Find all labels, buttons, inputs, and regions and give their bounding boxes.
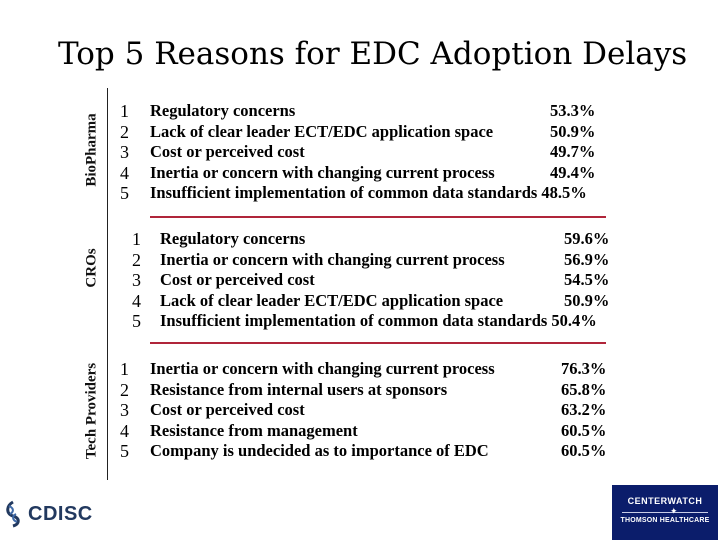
list-item: 3 Cost or perceived cost 49.7% — [118, 142, 595, 163]
rank-number: 4 — [120, 420, 129, 441]
rank-number: 1 — [120, 359, 129, 379]
rank-number: 5 — [120, 441, 129, 461]
cdisc-logo: CDISC — [2, 500, 93, 528]
rank-number: 2 — [120, 121, 129, 142]
rank-number: 1 — [120, 101, 129, 121]
reason-text: Cost or perceived cost — [150, 142, 305, 161]
rank-number: 4 — [132, 290, 141, 311]
cdisc-wordmark: CDISC — [28, 502, 93, 525]
section-label-text: CROs — [83, 248, 100, 288]
list-item: 2 Inertia or concern with changing curre… — [118, 250, 609, 271]
reason-text: Cost or perceived cost — [150, 400, 305, 419]
reason-percent: 65.8% — [561, 379, 607, 399]
reason-text: Regulatory concerns — [160, 229, 306, 248]
reason-percent: 76.3% — [561, 359, 607, 378]
rank-number: 3 — [120, 142, 129, 162]
rank-number: 5 — [120, 183, 129, 203]
rank-number: 5 — [132, 311, 141, 331]
rank-number: 2 — [132, 249, 141, 270]
list-item: 1 Regulatory concerns 53.3% — [118, 101, 595, 122]
reason-text: Resistance from management — [150, 420, 358, 440]
reason-text: Insufficient implementation of common da… — [150, 183, 538, 202]
reason-percent: 60.5% — [561, 420, 607, 440]
list-item: 3 Cost or perceived cost 54.5% — [118, 270, 609, 291]
reason-percent: 56.9% — [564, 249, 610, 269]
section-divider — [150, 342, 606, 344]
list-item: 1 Inertia or concern with changing curre… — [118, 359, 606, 380]
rank-number: 2 — [120, 379, 129, 400]
reason-percent: 50.9% — [550, 121, 596, 141]
reason-percent: 54.5% — [564, 270, 610, 289]
reasons-list-cros: 1 Regulatory concerns 59.6% 2 Inertia or… — [118, 229, 609, 332]
list-item: 5 Company is undecided as to importance … — [118, 441, 606, 462]
reason-percent: 50.9% — [564, 290, 610, 310]
reasons-list-biopharma: 1 Regulatory concerns 53.3% 2 Lack of cl… — [118, 101, 595, 204]
rank-number: 1 — [132, 229, 141, 249]
section-label-text: Tech Providers — [83, 362, 100, 460]
list-item: 3 Cost or perceived cost 63.2% — [118, 400, 606, 421]
star-icon: ✦ — [670, 506, 678, 516]
reason-percent: 49.7% — [550, 142, 596, 161]
reason-percent: 63.2% — [561, 400, 607, 419]
section-label-text: BioPharma — [83, 113, 100, 187]
list-item: 4 Lack of clear leader ECT/EDC applicati… — [118, 291, 609, 312]
reason-text: Resistance from internal users at sponso… — [150, 379, 448, 399]
list-item: 4 Inertia or concern with changing curre… — [118, 163, 595, 184]
reason-text: Lack of clear leader ECT/EDC application… — [160, 290, 504, 310]
logo-rule: ✦ — [622, 507, 708, 516]
reason-text: Inertia or concern with changing current… — [150, 359, 495, 378]
list-item: 1 Regulatory concerns 59.6% — [118, 229, 609, 250]
reason-text: Lack of clear leader ECT/EDC application… — [150, 121, 494, 141]
reason-percent: 53.3% — [550, 101, 596, 120]
page-title: Top 5 Reasons for EDC Adoption Delays — [58, 36, 688, 72]
reason-text: Inertia or concern with changing current… — [160, 249, 505, 269]
rank-number: 3 — [132, 270, 141, 290]
reason-text: Cost or perceived cost — [160, 270, 315, 289]
reason-percent: 59.6% — [564, 229, 610, 248]
rank-number: 3 — [120, 400, 129, 420]
thomson-healthcare-wordmark: THOMSON HEALTHCARE — [620, 517, 710, 524]
list-item: 2 Resistance from internal users at spon… — [118, 380, 606, 401]
list-item: 2 Lack of clear leader ECT/EDC applicati… — [118, 122, 595, 143]
list-item: 4 Resistance from management 60.5% — [118, 421, 606, 442]
reason-text: Insufficient implementation of common da… — [160, 311, 548, 330]
reason-text: Regulatory concerns — [150, 101, 296, 120]
reasons-list-tech-providers: 1 Inertia or concern with changing curre… — [118, 359, 606, 462]
reason-percent: 50.4% — [551, 311, 597, 330]
reason-text: Company is undecided as to importance of… — [150, 441, 489, 460]
section-label-rule — [107, 88, 108, 480]
reason-text: Inertia or concern with changing current… — [150, 162, 495, 182]
centerwatch-logo: CENTERWATCH ✦ THOMSON HEALTHCARE — [612, 485, 718, 540]
reason-percent: 48.5% — [541, 183, 587, 202]
reason-percent: 60.5% — [561, 441, 607, 460]
rank-number: 4 — [120, 162, 129, 183]
reason-percent: 49.4% — [550, 162, 596, 182]
list-item: 5 Insufficient implementation of common … — [118, 311, 609, 332]
list-item: 5 Insufficient implementation of common … — [118, 183, 595, 204]
section-divider — [150, 216, 606, 218]
cdisc-swirl-icon — [6, 500, 20, 528]
centerwatch-wordmark: CENTERWATCH — [627, 496, 703, 506]
